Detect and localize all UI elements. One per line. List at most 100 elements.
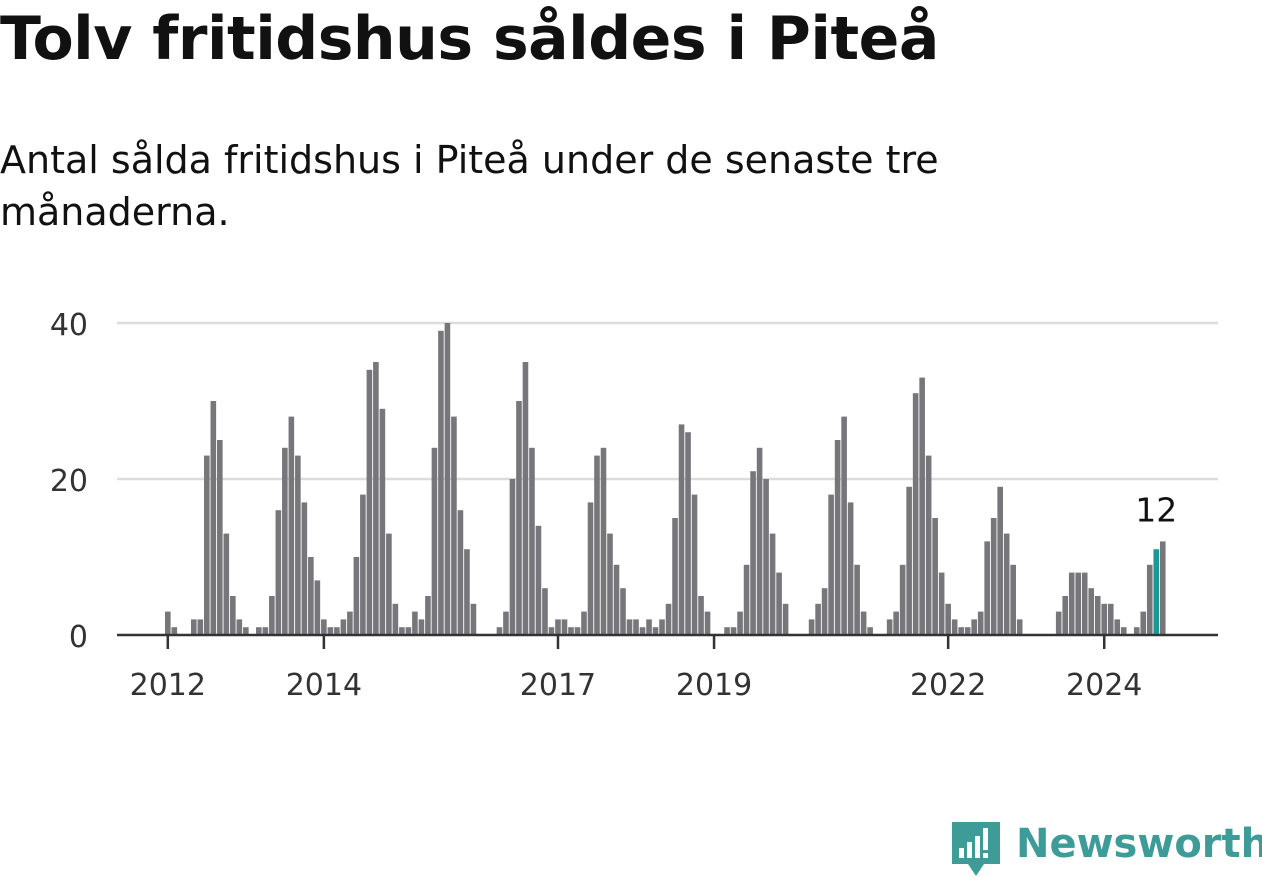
bar: [776, 572, 782, 635]
bar: [925, 455, 932, 635]
bar: [893, 611, 899, 635]
bar: [808, 619, 815, 635]
bar: [470, 603, 477, 635]
bar: [652, 627, 659, 635]
bar: [769, 533, 776, 635]
bar: [990, 518, 997, 635]
bar: [451, 416, 457, 635]
x-tick-label: 2012: [130, 668, 206, 703]
bar-highlight: [1153, 549, 1160, 635]
bar: [639, 627, 646, 635]
bar: [418, 619, 425, 635]
bar: [347, 611, 353, 635]
bar: [724, 627, 730, 635]
bar: [236, 619, 243, 635]
bar: [977, 611, 984, 635]
bar: [386, 533, 392, 635]
bar: [1120, 627, 1127, 635]
bar: [392, 603, 399, 635]
bar: [1055, 611, 1062, 635]
bar: [561, 619, 568, 635]
bar: [665, 603, 672, 635]
bar: [1075, 572, 1082, 635]
bar: [503, 611, 509, 635]
bar: [1081, 572, 1088, 635]
bar: [704, 611, 711, 635]
x-tick-label: 2024: [1066, 668, 1142, 703]
bar: [581, 611, 587, 635]
chart-subtitle: Antal sålda fritidshus i Piteå under de …: [0, 138, 939, 234]
bar: [847, 502, 854, 635]
bar: [906, 486, 912, 635]
bar: [548, 627, 555, 635]
bar: [912, 393, 919, 635]
bar: [750, 471, 756, 635]
bar: [191, 619, 197, 635]
bar: [600, 447, 607, 635]
bar: [763, 479, 769, 635]
bar: [730, 627, 737, 635]
bar: [659, 619, 665, 635]
bar: [366, 369, 373, 635]
bar: [308, 557, 314, 635]
bar: [737, 611, 743, 635]
bar: [529, 447, 535, 635]
bar: [516, 401, 522, 635]
bar: [269, 596, 275, 635]
x-tick-label: 2014: [286, 668, 362, 703]
bar: [1016, 619, 1023, 635]
bar: [743, 564, 750, 635]
bar: [425, 596, 431, 635]
bar: [945, 603, 951, 635]
bar: [301, 502, 308, 635]
bar: [633, 619, 639, 635]
bar: [405, 627, 412, 635]
bar: [230, 596, 236, 635]
bar: [288, 416, 295, 635]
bar: [373, 362, 379, 635]
bar: [379, 408, 386, 635]
annotations: 12: [1135, 490, 1177, 529]
bar: [509, 479, 516, 635]
bar: [756, 447, 763, 635]
y-tick-label: 0: [69, 620, 88, 655]
bar: [984, 541, 990, 635]
bar: [1062, 596, 1069, 635]
highlight-value-label: 12: [1135, 490, 1177, 529]
bar: [256, 627, 262, 635]
bar: [834, 440, 841, 635]
bar: [464, 549, 470, 635]
bar: [899, 564, 906, 635]
bar: [165, 611, 171, 635]
bar: [997, 486, 1003, 635]
bar: [431, 447, 438, 635]
bar: [938, 572, 945, 635]
bar: [542, 588, 548, 635]
bar: [821, 588, 828, 635]
bar: [672, 518, 678, 635]
bar: [626, 619, 633, 635]
bar: [360, 494, 366, 635]
bar: [438, 330, 444, 635]
newsworthy-wordmark: Newsworthy: [1016, 821, 1262, 867]
newsworthy-logo-icon: [952, 822, 1000, 876]
bar: [457, 510, 464, 635]
bar: [867, 627, 873, 635]
y-tick-label: 20: [50, 464, 88, 499]
bar: [587, 502, 594, 635]
bar: [217, 440, 223, 635]
bar: [685, 432, 691, 635]
bar: [327, 627, 334, 635]
bar: [496, 627, 503, 635]
bar: [171, 627, 178, 635]
bar: [353, 557, 360, 635]
x-tick-label: 2022: [910, 668, 986, 703]
x-tick-label: 2019: [676, 668, 752, 703]
bar: [555, 619, 561, 635]
bar: [646, 619, 652, 635]
bar: [1159, 541, 1166, 635]
bars: [165, 323, 1166, 635]
bar: [919, 377, 925, 635]
bar: [1094, 596, 1101, 635]
bar: [210, 401, 217, 635]
